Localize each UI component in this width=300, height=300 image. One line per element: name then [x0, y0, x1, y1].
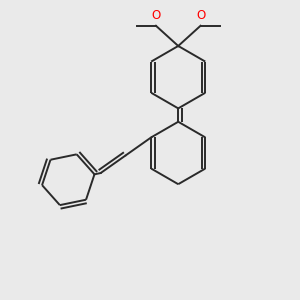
Text: O: O — [196, 9, 205, 22]
Text: O: O — [151, 9, 160, 22]
